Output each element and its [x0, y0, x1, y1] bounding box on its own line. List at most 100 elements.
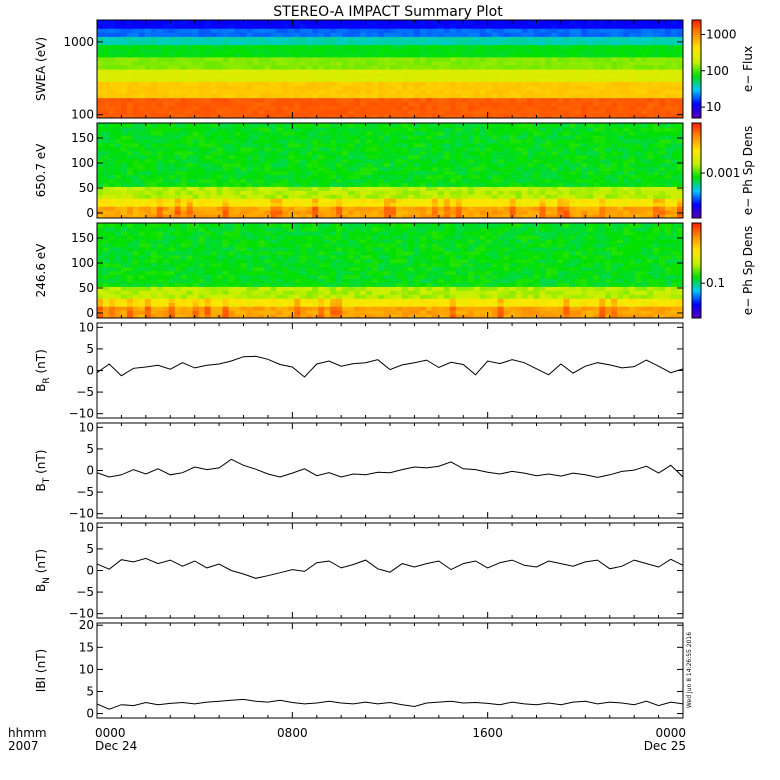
heatmap-cell	[485, 52, 493, 58]
heatmap-cell	[240, 52, 248, 58]
heatmap-cell	[144, 60, 152, 66]
heatmap-cell	[623, 44, 630, 50]
heatmap-cell	[677, 214, 683, 218]
heatmap-cell	[623, 206, 630, 211]
heatmap-cell	[97, 40, 104, 46]
heatmap-cell	[677, 24, 683, 29]
heatmap-cell	[629, 170, 636, 176]
heatmap-cell	[677, 150, 683, 156]
heatmap-cell	[348, 178, 355, 183]
heatmap-cell	[198, 28, 206, 33]
heatmap-cell	[366, 154, 373, 160]
heatmap-cell	[665, 36, 672, 42]
heatmap-cell	[342, 56, 349, 62]
heatmap-cell	[180, 24, 188, 29]
heatmap-cell	[360, 162, 367, 168]
heatmap-cell	[348, 126, 355, 132]
heatmap-cell	[192, 97, 200, 103]
heatmap-cell	[324, 146, 331, 152]
heatmap-cell	[491, 146, 499, 152]
heatmap-cell	[132, 126, 140, 132]
heatmap-cell	[120, 250, 128, 256]
heatmap-cell	[126, 286, 134, 291]
heatmap-cell	[378, 190, 385, 195]
heatmap-cell	[605, 154, 612, 160]
heatmap-cell	[192, 134, 200, 140]
heatmap-cell	[635, 210, 642, 215]
heatmap-cell	[126, 73, 134, 78]
heatmap-cell	[665, 158, 672, 164]
heatmap-cell	[198, 24, 206, 29]
heatmap-cell	[485, 36, 493, 42]
heatmap-cell	[372, 123, 379, 128]
heatmap-cell	[509, 182, 517, 187]
heatmap-cell	[473, 69, 481, 74]
heatmap-cell	[216, 154, 224, 160]
heatmap-cell	[515, 40, 523, 46]
heatmap-cell	[653, 64, 660, 70]
heatmap-cell	[252, 101, 260, 107]
heatmap-cell	[605, 142, 612, 148]
heatmap-cell	[132, 123, 140, 128]
heatmap-cell	[360, 214, 367, 218]
heatmap-cell	[653, 174, 660, 180]
heatmap-cell	[419, 186, 427, 191]
heatmap-cell	[258, 202, 266, 207]
heatmap-cell	[665, 73, 672, 78]
heatmap-cell	[216, 123, 224, 128]
heatmap-cell	[216, 85, 224, 91]
heatmap-cell	[348, 182, 355, 187]
heatmap-cell	[431, 166, 439, 172]
heatmap-cell	[276, 77, 283, 82]
heatmap-cell	[378, 146, 385, 152]
heatmap-cell	[641, 182, 648, 187]
heatmap-cell	[509, 60, 517, 66]
heatmap-cell	[485, 32, 493, 37]
heatmap-cell	[162, 109, 170, 115]
heatmap-cell	[443, 150, 451, 156]
heatmap-cell	[384, 194, 391, 199]
heatmap-cell	[425, 138, 433, 144]
heatmap-cell	[611, 198, 618, 203]
heatmap-cell	[443, 166, 451, 172]
heatmap-cell	[557, 93, 565, 99]
heatmap-cell	[431, 105, 439, 111]
heatmap-cell	[419, 134, 427, 140]
heatmap-cell	[270, 202, 277, 207]
heatmap-cell	[491, 36, 499, 42]
heatmap-cell	[162, 73, 170, 78]
heatmap-cell	[108, 93, 116, 99]
heatmap-cell	[437, 142, 445, 148]
heatmap-cell	[491, 20, 499, 25]
heatmap-cell	[240, 73, 248, 78]
heatmap-cell	[97, 170, 104, 176]
heatmap-cell	[138, 170, 146, 176]
heatmap-cell	[264, 174, 272, 180]
heatmap-cell	[581, 150, 588, 156]
heatmap-cell	[126, 290, 134, 295]
heatmap-cell	[300, 20, 307, 25]
heatmap-cell	[671, 28, 678, 33]
heatmap-cell	[306, 170, 313, 176]
heatmap-cell	[198, 166, 206, 172]
heatmap-cell	[300, 44, 307, 50]
heatmap-cell	[174, 170, 182, 176]
heatmap-cell	[144, 69, 152, 74]
heatmap-cell	[539, 20, 547, 25]
heatmap-cell	[324, 60, 331, 66]
heatmap-cell	[593, 178, 600, 183]
heatmap-cell	[222, 202, 230, 207]
heatmap-cell	[114, 40, 122, 46]
heatmap-cell	[545, 130, 553, 136]
heatmap-cell	[234, 123, 242, 128]
heatmap-cell	[593, 198, 600, 203]
heatmap-cell	[348, 36, 355, 42]
heatmap-cell	[425, 113, 433, 118]
heatmap-cell	[270, 194, 277, 199]
heatmap-cell	[168, 182, 176, 187]
heatmap-cell	[264, 146, 272, 152]
heatmap-cell	[629, 60, 636, 66]
heatmap-cell	[222, 206, 230, 211]
heatmap-cell	[569, 93, 576, 99]
heatmap-cell	[467, 186, 475, 191]
